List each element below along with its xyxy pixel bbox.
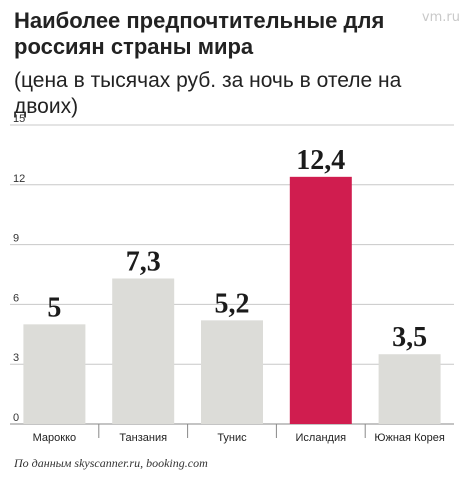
bar-value-label: 7,3 bbox=[126, 246, 161, 277]
watermark: vm.ru bbox=[421, 10, 460, 25]
y-tick-label: 3 bbox=[13, 352, 19, 364]
bar-2 bbox=[201, 320, 263, 424]
bar-3 bbox=[289, 176, 352, 424]
y-tick-label: 15 bbox=[13, 113, 25, 125]
y-tick-label: 12 bbox=[13, 173, 25, 185]
y-tick-label: 9 bbox=[13, 233, 19, 245]
chart-title: Наиболее предпочтительные для россиян ст… bbox=[14, 8, 385, 59]
y-tick-label: 6 bbox=[13, 292, 19, 304]
x-category-label: Марокко bbox=[33, 432, 77, 444]
bar-value-label: 5,2 bbox=[215, 288, 250, 319]
bar-value-label: 12,4 bbox=[296, 145, 345, 176]
bar-value-label: 5 bbox=[47, 292, 61, 323]
bar-0 bbox=[23, 324, 86, 424]
bar-1 bbox=[112, 278, 175, 424]
x-category-label: Тунис bbox=[217, 432, 247, 444]
x-category-label: Исландия bbox=[296, 432, 347, 444]
bar-4 bbox=[378, 354, 441, 424]
x-category-label: Танзания bbox=[119, 432, 167, 444]
source-note: По данным skyscanner.ru, booking.com bbox=[14, 456, 208, 470]
y-tick-label: 0 bbox=[13, 412, 19, 424]
bar-value-label: 3,5 bbox=[392, 322, 427, 353]
chart-subtitle: (цена в тысячах руб. за ночь в отеле на … bbox=[14, 69, 402, 118]
x-category-label: Южная Корея bbox=[374, 432, 444, 444]
